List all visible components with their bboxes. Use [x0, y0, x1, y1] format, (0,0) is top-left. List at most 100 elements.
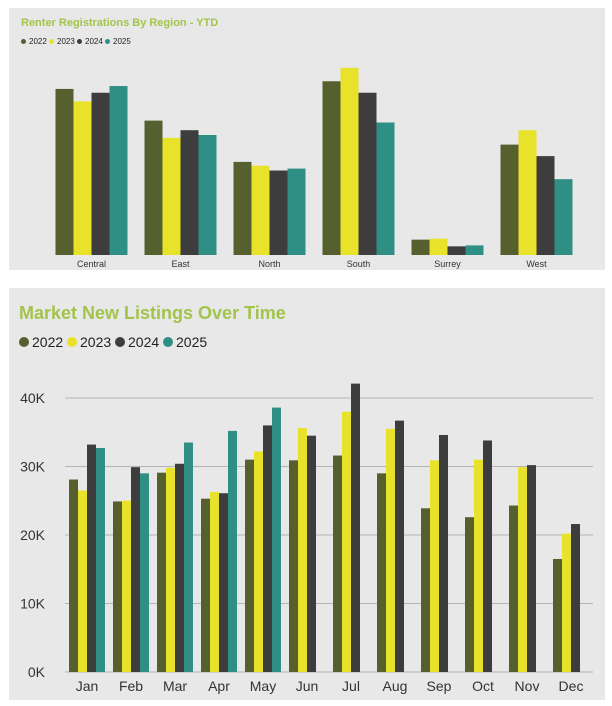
listings-chart: Market New Listings Over Time 2022 2023 202… [19, 303, 593, 694]
bar-north-2023 [251, 165, 270, 255]
bar-east-2022 [144, 120, 163, 255]
bar-nov-2022 [509, 505, 518, 672]
bar-jul-2022 [333, 455, 342, 672]
x-tick-label-north: North [258, 259, 280, 269]
x-tick-label-oct: Oct [472, 678, 494, 694]
bar-may-2023 [254, 451, 263, 672]
bar-jun-2023 [298, 428, 307, 672]
legend-marker-2025 [163, 337, 173, 347]
x-tick-label-apr: Apr [208, 678, 230, 694]
x-tick-label-jan: Jan [76, 678, 99, 694]
listings-chart-panel: Market New Listings Over Time 2022 2023 202… [9, 288, 605, 700]
x-tick-label-mar: Mar [163, 678, 187, 694]
bar-may-2024 [263, 425, 272, 672]
bar-oct-2023 [474, 459, 483, 672]
bar-south-2023 [340, 67, 359, 255]
bar-nov-2024 [527, 465, 536, 672]
bar-nov-2023 [518, 467, 527, 672]
legend-label-2024: 2024 [85, 37, 103, 46]
bar-aug-2024 [395, 420, 404, 672]
legend-marker-2023 [49, 39, 54, 44]
legend-marker-2023 [67, 337, 77, 347]
bar-south-2022 [322, 81, 341, 256]
bar-jan-2024 [87, 444, 96, 672]
x-tick-label-nov: Nov [515, 678, 540, 694]
bar-jun-2024 [307, 435, 316, 672]
bar-oct-2022 [465, 517, 474, 672]
bar-feb-2022 [113, 501, 122, 672]
bar-north-2024 [269, 170, 288, 255]
bar-west-2022 [500, 144, 519, 255]
bar-oct-2024 [483, 440, 492, 672]
bar-jul-2024 [351, 383, 360, 672]
legend-label-2022: 2022 [29, 37, 47, 46]
bar-dec-2022 [553, 558, 562, 672]
x-tick-label-jun: Jun [296, 678, 319, 694]
legend-marker-2022 [19, 337, 29, 347]
legend-label-2023: 2023 [57, 37, 75, 46]
bar-apr-2025 [228, 430, 237, 672]
y-tick-label: 30K [20, 459, 46, 475]
x-tick-label-may: May [250, 678, 276, 694]
bar-apr-2023 [210, 491, 219, 672]
bar-dec-2024 [571, 524, 580, 672]
bar-sep-2022 [421, 508, 430, 672]
chart-title: Market New Listings Over Time [19, 303, 286, 323]
bar-feb-2024 [131, 467, 140, 672]
bar-dec-2023 [562, 533, 571, 672]
legend-marker-2022 [21, 39, 26, 44]
registrations-chart: Renter Registrations By Region - YTD 2022… [21, 17, 573, 269]
x-tick-label-surrey: Surrey [434, 259, 461, 269]
bar-south-2024 [358, 92, 377, 255]
bar-jan-2025 [96, 448, 105, 672]
legend-marker-2024 [77, 39, 82, 44]
legend-label-2025: 2025 [113, 37, 131, 46]
bar-west-2023 [518, 130, 537, 255]
x-tick-label-central: Central [77, 259, 106, 269]
chart-title: Renter Registrations By Region - YTD [21, 17, 218, 29]
bar-mar-2025 [184, 442, 193, 672]
bar-feb-2023 [122, 500, 131, 672]
bar-surrey-2024 [447, 246, 466, 255]
bar-may-2025 [272, 407, 281, 672]
bar-east-2023 [162, 137, 181, 255]
y-tick-label: 40K [20, 390, 46, 406]
x-tick-label-sep: Sep [427, 678, 452, 694]
bar-jun-2022 [289, 460, 298, 672]
bar-sep-2024 [439, 434, 448, 672]
bar-east-2025 [198, 135, 217, 255]
x-tick-label-aug: Aug [383, 678, 408, 694]
legend-label-2023: 2023 [80, 334, 111, 350]
legend-marker-2025 [105, 39, 110, 44]
bar-surrey-2022 [411, 239, 430, 255]
bar-aug-2022 [377, 473, 386, 672]
legend-label-2022: 2022 [32, 334, 63, 350]
bar-south-2025 [376, 122, 395, 256]
bar-apr-2024 [219, 493, 228, 672]
y-tick-label: 0K [28, 664, 46, 680]
x-tick-label-east: East [171, 259, 190, 269]
bar-central-2025 [109, 86, 128, 255]
x-tick-label-south: South [347, 259, 371, 269]
bar-west-2025 [554, 179, 573, 255]
bar-east-2024 [180, 130, 199, 255]
bar-central-2022 [55, 88, 74, 255]
x-tick-label-feb: Feb [119, 678, 143, 694]
legend-marker-2024 [115, 337, 125, 347]
x-tick-label-dec: Dec [559, 678, 584, 694]
bar-feb-2025 [140, 473, 149, 672]
legend-label-2025: 2025 [176, 334, 207, 350]
bar-jan-2022 [69, 479, 78, 672]
bar-north-2022 [233, 161, 252, 255]
legend-label-2024: 2024 [128, 334, 159, 350]
x-tick-label-jul: Jul [342, 678, 360, 694]
bar-aug-2023 [386, 428, 395, 672]
bar-central-2024 [91, 92, 110, 255]
bar-north-2025 [287, 168, 306, 255]
bar-apr-2022 [201, 498, 210, 672]
bar-mar-2022 [157, 472, 166, 672]
bar-surrey-2025 [465, 245, 484, 255]
x-tick-label-west: West [526, 259, 547, 269]
bar-sep-2023 [430, 460, 439, 672]
y-tick-label: 10K [20, 596, 46, 612]
